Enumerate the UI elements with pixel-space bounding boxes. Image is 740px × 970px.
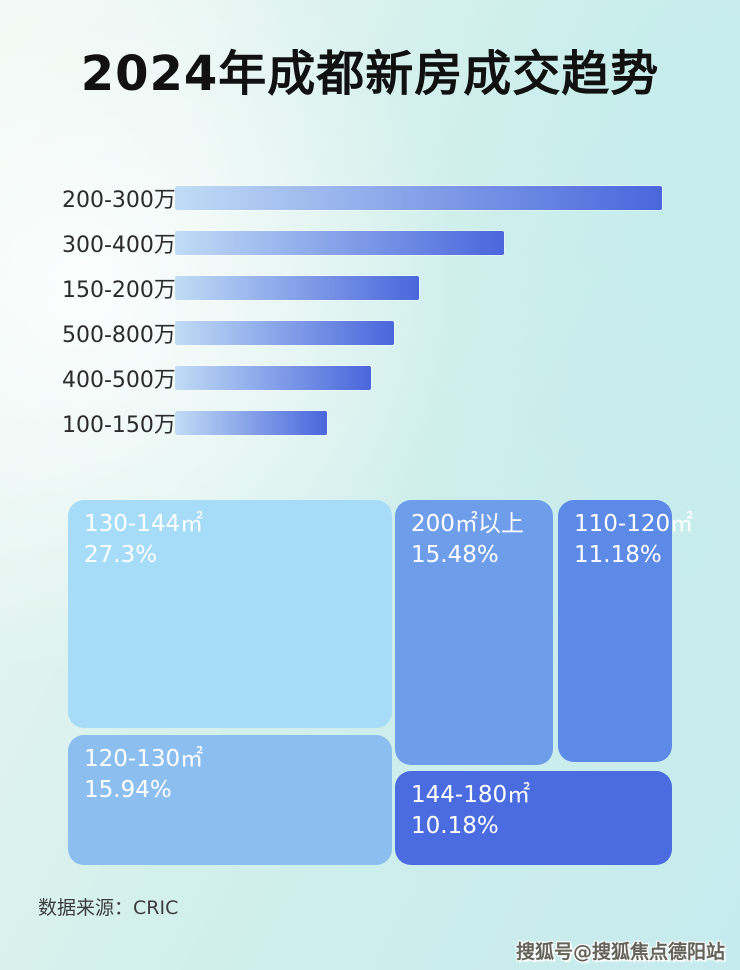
treemap-block-percent: 10.18% <box>411 813 499 840</box>
bar-row: 500-800万 <box>0 321 740 348</box>
treemap-block-200-plus: 200㎡以上 15.48% <box>395 500 553 765</box>
treemap-block-110-120: 110-120㎡ 11.18% <box>558 500 694 762</box>
treemap-block-label: 110-120㎡ <box>574 511 694 537</box>
bar-fill <box>175 366 372 390</box>
bar-fill <box>175 186 662 210</box>
bar-category-label: 300-400万 <box>62 233 176 258</box>
bar-category-label: 500-800万 <box>62 323 176 348</box>
bar-fill <box>175 411 328 435</box>
treemap-block-144-180: 144-180㎡ 10.18% <box>395 771 672 865</box>
bar-category-label: 200-300万 <box>62 188 176 213</box>
treemap-block-label: 130-144㎡ <box>84 511 204 537</box>
bar-row: 200-300万 <box>0 186 740 213</box>
area-size-treemap: 130-144㎡ 27.3% 120-130㎡ 15.94% 200㎡以上 15… <box>68 500 694 865</box>
bar-track <box>175 186 662 210</box>
treemap-block-label: 200㎡以上 <box>411 511 524 537</box>
data-source-note: 数据来源：CRIC <box>38 897 179 919</box>
treemap-block-label: 120-130㎡ <box>84 746 204 772</box>
treemap-block-130-144: 130-144㎡ 27.3% <box>68 500 392 728</box>
bar-fill <box>175 276 419 300</box>
bar-fill <box>175 321 395 345</box>
treemap-block-label: 144-180㎡ <box>411 782 531 808</box>
treemap-block-percent: 27.3% <box>84 542 158 569</box>
bar-track <box>175 231 662 255</box>
treemap-block-percent: 15.48% <box>411 542 499 569</box>
bar-category-label: 400-500万 <box>62 368 176 393</box>
bar-track <box>175 321 662 345</box>
bar-row: 400-500万 <box>0 366 740 393</box>
bar-fill <box>175 231 504 255</box>
bar-track <box>175 411 662 435</box>
treemap-block-120-130: 120-130㎡ 15.94% <box>68 735 392 865</box>
bar-row: 300-400万 <box>0 231 740 258</box>
bar-row: 150-200万 <box>0 276 740 303</box>
bar-category-label: 150-200万 <box>62 278 176 303</box>
price-range-bar-chart: 200-300万 300-400万 150-200万 500-800万 400-… <box>0 186 740 456</box>
treemap-block-percent: 11.18% <box>574 542 662 569</box>
bar-row: 100-150万 <box>0 411 740 438</box>
bar-track <box>175 366 662 390</box>
bar-category-label: 100-150万 <box>62 413 176 438</box>
page-title: 2024年成都新房成交趋势 <box>80 46 660 102</box>
bar-track <box>175 276 662 300</box>
treemap-block-percent: 15.94% <box>84 777 172 804</box>
watermark: 搜狐号@搜狐焦点德阳站 <box>515 941 725 963</box>
